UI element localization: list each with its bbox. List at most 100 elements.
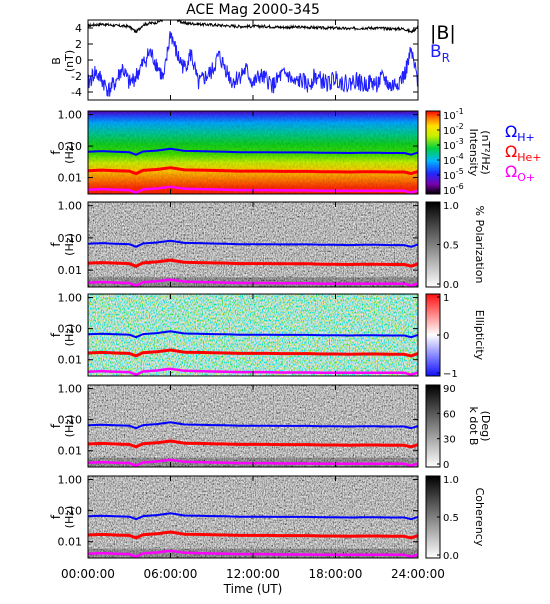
intensity-panel: 1.00 0.10 0.01 f (Hz) 10-110-210-310-410-510-…	[49, 107, 542, 197]
polarization-spectrogram	[88, 202, 418, 287]
coherency-colorbar-label: Coherency	[473, 488, 486, 547]
freq-ylabel: f	[49, 150, 63, 155]
gyro-h-line	[88, 147, 418, 156]
freq-ylabel-unit: (Hz)	[63, 415, 76, 438]
magnetic-field-panel: 4 2 0 -2 -4 B (nT) |B|BR	[50, 18, 456, 101]
colorbar-tick-label: 0.5	[443, 241, 459, 252]
time-tick-label: 06:00:00	[144, 567, 198, 581]
colorbar-tick-label: 30	[443, 435, 456, 446]
colorbar-tick-label: 10-5	[443, 167, 464, 182]
gyro-h-line	[88, 512, 418, 521]
k-dot-b-colorbar-label: k dot B	[467, 407, 480, 446]
k-dot-b-colorbar: 90 60 30 0 k dot B (Deg)	[425, 384, 492, 471]
k-dot-b-spectrogram	[88, 385, 418, 467]
freq-ytick-label: 0.10	[58, 414, 83, 427]
time-tick-label: 00:00:00	[61, 567, 115, 581]
freq-ytick-label: 0.10	[58, 505, 83, 518]
intensity-colorbar-gradient	[425, 110, 441, 195]
freq-ylabel-unit: (Hz)	[63, 506, 76, 529]
colorbar-tick-label: 10-3	[443, 137, 464, 152]
gyro-he-line	[88, 439, 418, 449]
gyro-legend-he: ΩHe+	[505, 142, 542, 164]
freq-ytick-label: 0.01	[58, 172, 83, 185]
polarization-colorbar: 1.0 0.5 0.0 % Polarization	[425, 201, 486, 291]
colorbar-tick-label: 1	[443, 293, 449, 304]
gyro-h-line	[88, 239, 418, 248]
colorbar-tick-label: −1	[443, 369, 458, 380]
colorbar-tick-label: 10-6	[443, 182, 464, 197]
b-total-series-line	[87, 18, 419, 34]
freq-ytick-label: 1.00	[58, 383, 83, 396]
br-series-line	[87, 31, 419, 97]
field-ytick-label: 4	[75, 22, 82, 35]
colorbar-tick-label: 90	[443, 384, 456, 395]
gyro-h-line	[88, 330, 418, 339]
gyro-he-line	[88, 166, 418, 176]
field-ylabel-unit: (nT)	[63, 50, 76, 72]
field-ytick-label: -4	[71, 86, 82, 99]
field-ytick-label: -2	[71, 70, 82, 83]
colorbar-tick-label: 1.0	[443, 475, 459, 486]
gyro-legend-o: ΩO+	[505, 162, 535, 184]
colorbar-tick-label: 0.5	[443, 513, 459, 524]
gyrofrequency-legend: ΩH+ΩHe+ΩO+	[505, 122, 542, 184]
gyro-he-line	[88, 348, 418, 358]
freq-ylabel: f	[49, 423, 63, 428]
colorbar-tick-label: 10-4	[443, 152, 464, 167]
time-tick-label: 18:00:00	[309, 567, 363, 581]
freq-ylabel: f	[49, 242, 63, 247]
freq-ylabel-unit: (Hz)	[63, 324, 76, 347]
ellipticity-spectrogram	[88, 294, 418, 376]
gyro-he-line	[88, 258, 418, 268]
freq-ytick-label: 1.00	[58, 200, 83, 213]
field-ytick-label: 2	[75, 38, 82, 51]
field-ylabel: B	[50, 57, 63, 65]
time-tick-label: 12:00:00	[226, 567, 280, 581]
freq-ytick-label: 0.01	[58, 354, 83, 367]
polarization-colorbar-label: % Polarization	[473, 206, 486, 284]
freq-ytick-label: 1.00	[58, 474, 83, 487]
time-axis-label: Time (UT)	[223, 582, 283, 596]
k-dot-b-panel: 1.00 0.10 0.01 f (Hz) 90 60 30 0 k dot B (Deg)	[49, 383, 492, 471]
legend-b-r: BR	[430, 42, 450, 65]
freq-ytick-label: 1.00	[58, 109, 83, 122]
ellipticity-colorbar: 1 0 −1 Ellipticity	[425, 293, 486, 380]
k-dot-b-colorbar-gradient	[425, 384, 441, 468]
freq-ytick-label: 0.01	[58, 445, 83, 458]
freq-ylabel-unit: (Hz)	[63, 141, 76, 164]
colorbar-tick-label: 10-1	[443, 107, 464, 122]
coherency-panel: 1.00 0.10 0.01 f (Hz) 1.0 0.5 0.0 Coherency	[49, 474, 486, 562]
gyro-h-line	[88, 421, 418, 430]
colorbar-tick-label: 60	[443, 409, 456, 420]
freq-ytick-label: 1.00	[58, 292, 83, 305]
freq-ytick-label: 0.10	[58, 323, 83, 336]
figure-title: ACE Mag 2000-345	[186, 2, 320, 18]
freq-ytick-label: 0.01	[58, 536, 83, 549]
freq-ytick-label: 0.01	[58, 264, 83, 277]
legend-b-total: |B|	[430, 22, 456, 44]
ellipticity-colorbar-label: Ellipticity	[473, 310, 486, 361]
freq-ylabel: f	[49, 332, 63, 337]
freq-ylabel-unit: (Hz)	[63, 233, 76, 256]
time-tick-label: 24:00:00	[391, 567, 445, 581]
coherency-colorbar: 1.0 0.5 0.0 Coherency	[425, 475, 486, 562]
intensity-colorbar-unit: (nT²/Hz)	[479, 130, 492, 174]
gyro-he-line	[88, 530, 418, 540]
freq-ylabel: f	[49, 514, 63, 519]
freq-ytick-label: 0.10	[58, 140, 83, 153]
colorbar-tick-label: 0	[443, 460, 449, 471]
intensity-spectrogram	[88, 111, 418, 194]
polarization-panel: 1.00 0.10 0.01 f (Hz) 1.0 0.5 0.0 % Polarization	[49, 200, 486, 291]
freq-ytick-label: 0.10	[58, 232, 83, 245]
ellipticity-panel: 1.00 0.10 0.01 f (Hz) 1 0 −1 Ellipticity	[49, 292, 486, 380]
colorbar-tick-label: 10-2	[443, 122, 464, 137]
gyro-legend-h: ΩH+	[505, 122, 535, 144]
colorbar-tick-label: 1.0	[443, 201, 459, 212]
colorbar-tick-label: 0	[443, 331, 449, 342]
colorbar-tick-label: 0.0	[443, 280, 459, 291]
time-axis: 00:00:00 06:00:00 12:00:00 18:00:00 24:00:00…	[61, 20, 445, 596]
k-dot-b-colorbar-unit: (Deg)	[479, 411, 492, 442]
coherency-spectrogram	[88, 476, 418, 558]
